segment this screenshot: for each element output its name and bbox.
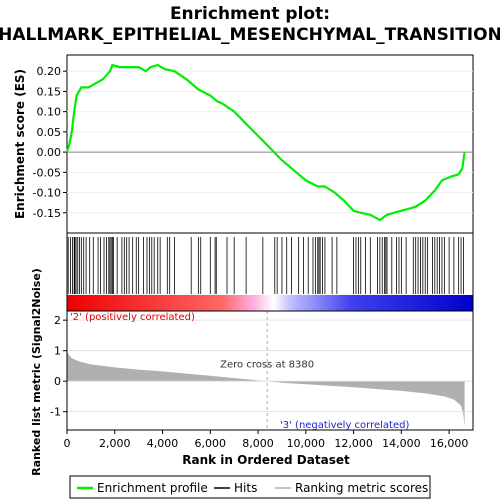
metric-gridlines [67, 319, 473, 413]
x-tick-label: 2,000 [99, 437, 131, 450]
x-tick-label: 0 [64, 437, 71, 450]
metric-panel-border [66, 310, 474, 431]
legend-frame [69, 475, 431, 499]
x-axis: 0 2,000 4,000 6,000 8,000 10,000 12,000 14,000 1… [64, 430, 469, 450]
ranking-color-band [67, 295, 473, 311]
negative-correlation-label: '3' (negatively correlated) [280, 420, 409, 431]
enrichment-profile-line [65, 63, 466, 222]
legend-label-hits: Hits [234, 481, 257, 495]
metric-y-tick-label: 2 [54, 314, 61, 327]
es-panel-frame [66, 54, 474, 234]
es-y-tick-label: 0.20 [37, 65, 62, 78]
x-tick-label: 14,000 [382, 437, 421, 450]
legend: Enrichment profile Hits Ranking metric s… [69, 475, 431, 499]
metric-y-axis: 2 1 0 -1 [50, 314, 67, 419]
es-y-tick-label: 0.00 [37, 146, 62, 159]
metric-panel: 2 1 0 -1 Zero cross at 8380 '2' (positively… [30, 268, 474, 476]
es-y-tick-label: 0.15 [37, 85, 62, 98]
plot-title-line2: HALLMARK_EPITHELIAL_MESENCHYMAL_TRANSITI… [0, 25, 500, 45]
hit-marks [67, 237, 464, 294]
x-axis-label: Rank in Ordered Dataset [182, 453, 350, 467]
hits-panel [66, 232, 474, 312]
metric-y-label: Ranked list metric (Signal2Noise) [30, 268, 43, 476]
es-y-tick-label: 0.05 [37, 126, 62, 139]
metric-y-tick-label: 0 [54, 375, 61, 388]
plot-title-line1: Enrichment plot: [170, 4, 330, 24]
positive-correlation-label: '2' (positively correlated) [70, 312, 195, 323]
es-panel: 0.20 0.15 0.10 0.05 0.00 -0.05 -0.10 -0.15 Enri… [13, 54, 474, 234]
x-tick-label: 16,000 [430, 437, 469, 450]
legend-label-enrichment: Enrichment profile [97, 481, 208, 495]
ranking-metric-area [67, 350, 465, 427]
x-tick-label: 6,000 [195, 437, 227, 450]
metric-y-tick-label: 1 [54, 345, 61, 358]
metric-y-tick-label: -1 [50, 406, 61, 419]
es-y-tick-label: -0.10 [33, 187, 61, 200]
es-y-label: Enrichment score (ES) [13, 69, 27, 219]
es-y-axis: 0.20 0.15 0.10 0.05 0.00 -0.05 -0.10 -0.15 [33, 65, 67, 220]
es-y-tick-label: -0.05 [33, 166, 61, 179]
x-tick-label: 12,000 [334, 437, 373, 450]
zero-cross-label: Zero cross at 8380 [220, 359, 314, 370]
x-tick-label: 10,000 [287, 437, 326, 450]
es-y-tick-label: -0.15 [33, 207, 61, 220]
x-tick-label: 8,000 [242, 437, 274, 450]
x-tick-label: 4,000 [147, 437, 179, 450]
legend-label-metric: Ranking metric scores [295, 481, 428, 495]
es-y-tick-label: 0.10 [37, 106, 62, 119]
